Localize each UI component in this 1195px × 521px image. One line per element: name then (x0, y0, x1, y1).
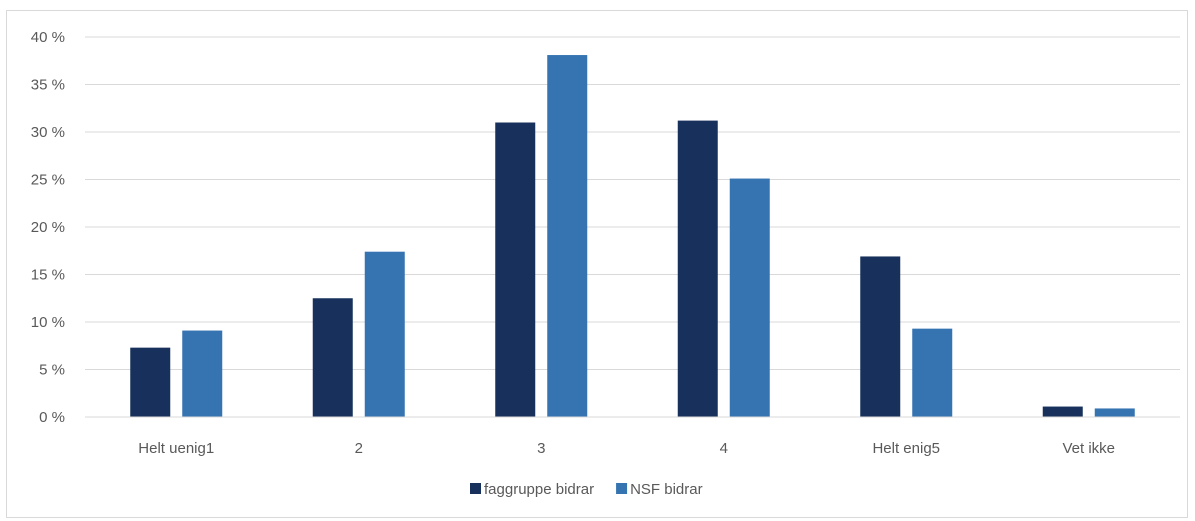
legend: faggruppe bidrar NSF bidrar (470, 481, 703, 498)
y-tick-label: 35 % (31, 77, 65, 94)
bar-nsf-bidrar (1095, 408, 1135, 417)
gridlines (85, 37, 1180, 370)
bar-faggruppe-bidrar (1043, 407, 1083, 417)
bars (130, 55, 1135, 417)
y-tick-label: 5 % (39, 362, 65, 379)
y-tick-label: 20 % (31, 219, 65, 236)
y-tick-label: 0 % (39, 409, 65, 426)
bar-faggruppe-bidrar (313, 298, 353, 417)
bar-faggruppe-bidrar (678, 121, 718, 417)
x-tick-label: 3 (537, 440, 545, 457)
legend-label: NSF bidrar (630, 481, 703, 498)
y-tick-label: 10 % (31, 314, 65, 331)
bar-nsf-bidrar (547, 55, 587, 417)
bar-faggruppe-bidrar (130, 348, 170, 417)
x-axis-ticks: Helt uenig1 2 3 4 Helt enig5 Vet ikke (138, 440, 1115, 457)
bar-nsf-bidrar (365, 252, 405, 417)
x-tick-label: Helt enig5 (872, 440, 940, 457)
x-tick-label: 4 (720, 440, 728, 457)
legend-swatch (616, 483, 627, 494)
bar-nsf-bidrar (730, 179, 770, 417)
bar-nsf-bidrar (182, 331, 222, 417)
y-tick-label: 40 % (31, 29, 65, 46)
bar-nsf-bidrar (912, 329, 952, 417)
x-tick-label: Helt uenig1 (138, 440, 214, 457)
y-axis-ticks: 0 % 5 % 10 % 15 % 20 % 25 % 30 % 35 % 40 % (31, 29, 65, 426)
y-tick-label: 25 % (31, 172, 65, 189)
bar-faggruppe-bidrar (495, 123, 535, 418)
y-tick-label: 30 % (31, 124, 65, 141)
x-tick-label: Vet ikke (1062, 440, 1115, 457)
bar-faggruppe-bidrar (860, 256, 900, 417)
legend-swatch (470, 483, 481, 494)
y-tick-label: 15 % (31, 267, 65, 284)
legend-label: faggruppe bidrar (484, 481, 594, 498)
x-tick-label: 2 (355, 440, 363, 457)
